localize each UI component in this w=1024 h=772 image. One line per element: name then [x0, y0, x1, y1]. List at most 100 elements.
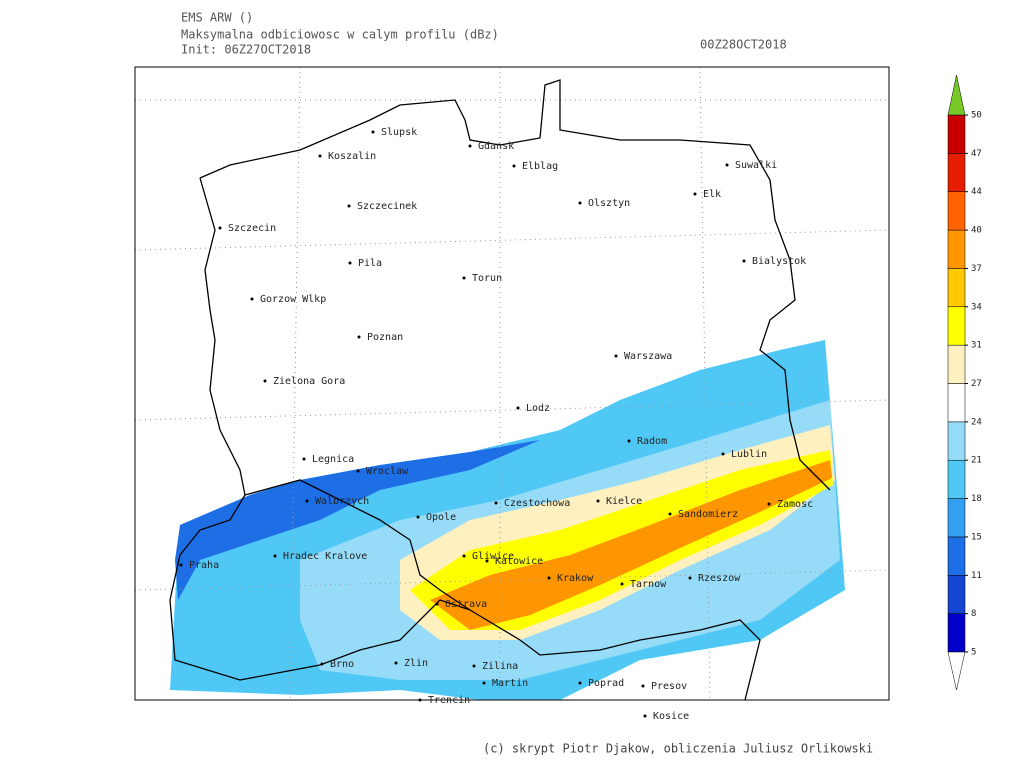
colorbar-segment: [947, 421, 966, 461]
city-marker: [318, 154, 322, 158]
city-marker: [472, 664, 476, 668]
city-label: Slupsk: [381, 127, 417, 138]
city-label: Czestochowa: [504, 498, 570, 509]
map-frame: [134, 66, 890, 701]
city-label: Presov: [651, 681, 687, 692]
colorbar-tick-label: 5: [971, 648, 976, 658]
city-label: Legnica: [312, 454, 354, 465]
border: [199, 177, 761, 700]
colorbar-segment: [947, 114, 966, 154]
city-label: Kielce: [606, 496, 642, 507]
city-label: Hradec Kralove: [283, 551, 367, 562]
city-label: Gdansk: [478, 141, 514, 152]
colorbar-segment: [947, 153, 966, 192]
city-label: Zielona Gora: [273, 376, 345, 387]
city-label: Rzeszow: [698, 573, 741, 584]
city-marker: [302, 457, 306, 461]
city-marker: [643, 714, 647, 718]
city-marker: [347, 204, 351, 208]
colorbar-segment: [947, 306, 966, 346]
city-marker: [394, 661, 398, 665]
colorbar-tick-label: 47: [971, 149, 982, 159]
city-marker: [416, 515, 420, 519]
city-marker: [725, 163, 729, 167]
colorbar-tick-label: 24: [971, 417, 982, 427]
city-marker: [614, 354, 618, 358]
city-label: Szczecinek: [357, 201, 417, 212]
colorbar-tick-label: 18: [971, 494, 982, 504]
city-marker: [767, 502, 771, 506]
city-label: Gorzow Wlkp: [260, 294, 326, 305]
colorbar-segment: [947, 229, 966, 269]
colorbar-tick-label: 40: [971, 226, 982, 236]
colorbar-segment: [947, 536, 966, 576]
city-marker: [482, 681, 486, 685]
city-marker: [250, 297, 254, 301]
city-label: Zamosc: [777, 499, 813, 510]
city-marker: [356, 469, 360, 473]
city-marker: [516, 406, 520, 410]
colorbar-segment: [947, 613, 966, 653]
city-label: Zilina: [482, 661, 518, 672]
city-label: Radom: [637, 436, 667, 447]
city-marker: [462, 276, 466, 280]
city-label: Gliwice: [472, 551, 514, 562]
colorbar-under: [947, 651, 966, 691]
city-marker: [721, 452, 725, 456]
city-label: Opole: [426, 512, 456, 523]
city-label: Bialystok: [752, 256, 806, 267]
city-label: Poznan: [367, 332, 403, 343]
city-label: Praha: [189, 560, 219, 571]
colorbar-segment: [947, 344, 966, 384]
credit: (c) skrypt Piotr Djakow, obliczenia Juli…: [483, 742, 873, 756]
graticule: [289, 67, 301, 700]
city-label: Olsztyn: [588, 198, 630, 209]
city-label: Walbrzych: [315, 496, 369, 507]
city-marker: [462, 554, 466, 558]
city-marker: [273, 554, 277, 558]
colorbar-tick-label: 44: [971, 187, 982, 197]
init: Init: 06Z27OCT2018: [181, 43, 311, 57]
map: [134, 66, 890, 701]
colorbar-tick-label: 31: [971, 341, 982, 351]
city-marker: [348, 261, 352, 265]
city-label: Suwalki: [735, 160, 777, 171]
city-label: Kosice: [653, 711, 689, 722]
city-label: Brno: [330, 659, 354, 670]
city-marker: [596, 499, 600, 503]
colorbar-tick-label: 21: [971, 456, 982, 466]
colorbar-tick-label: 8: [971, 609, 976, 619]
city-marker: [305, 499, 309, 503]
city-marker: [547, 576, 551, 580]
city-label: Szczecin: [228, 223, 276, 234]
city-label: Torun: [472, 273, 502, 284]
city-marker: [641, 684, 645, 688]
border: [169, 494, 471, 681]
city-marker: [485, 559, 489, 563]
city-label: Zlin: [404, 658, 428, 669]
colorbar-tick-label: 27: [971, 379, 982, 389]
graticule: [699, 67, 711, 700]
city-marker: [578, 201, 582, 205]
city-marker: [494, 501, 498, 505]
colorbar-segment: [947, 459, 966, 499]
city-label: Krakow: [557, 573, 594, 584]
city-marker: [578, 681, 582, 685]
colorbar-segment: [947, 575, 966, 614]
city-label: Lodz: [526, 403, 550, 414]
city-label: Elblag: [522, 161, 558, 172]
city-marker: [668, 512, 672, 516]
city-marker: [620, 582, 624, 586]
city-label: Martin: [492, 678, 528, 689]
colorbar-segment: [947, 268, 966, 308]
city-label: Ostrava: [445, 599, 487, 610]
city-marker: [371, 130, 375, 134]
colorbar-segment: [947, 498, 966, 538]
graticule: [135, 569, 889, 591]
city-marker: [320, 662, 324, 666]
city-marker: [179, 563, 183, 567]
city-marker: [468, 144, 472, 148]
city-marker: [627, 439, 631, 443]
city-marker: [742, 259, 746, 263]
colorbar-tick-label: 37: [971, 264, 982, 274]
